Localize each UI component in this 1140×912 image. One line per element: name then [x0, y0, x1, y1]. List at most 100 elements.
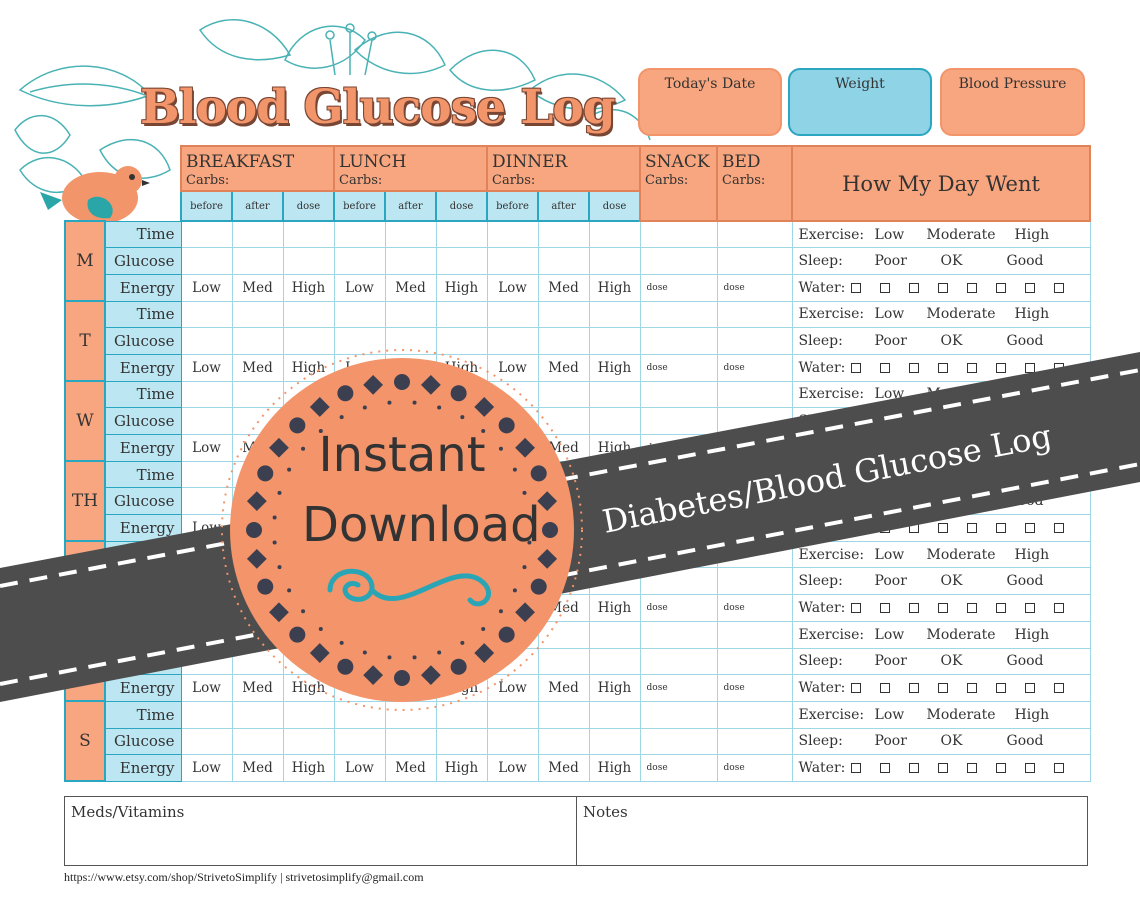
water-checkbox[interactable]	[996, 683, 1007, 694]
water-checkbox[interactable]	[909, 362, 920, 373]
sleep-option[interactable]: Good	[1006, 413, 1044, 430]
water-checkbox[interactable]	[1054, 442, 1065, 453]
entry-cell[interactable]	[716, 540, 793, 569]
water-checkbox[interactable]	[938, 442, 949, 453]
water-checkbox[interactable]	[996, 362, 1007, 373]
entry-cell[interactable]	[435, 700, 488, 729]
energy-option[interactable]: Low	[333, 353, 386, 382]
sleep-option[interactable]: OK	[940, 333, 963, 350]
exercise-options[interactable]: Exercise: Low Moderate High	[791, 700, 1091, 729]
entry-cell[interactable]	[588, 620, 641, 649]
entry-cell[interactable]	[231, 327, 284, 355]
entry-cell[interactable]	[716, 247, 793, 275]
energy-option[interactable]: Med	[231, 434, 284, 462]
water-checkbox[interactable]	[909, 522, 920, 533]
entry-cell[interactable]	[435, 220, 488, 249]
entry-cell[interactable]	[588, 327, 641, 355]
water-checkbox[interactable]	[996, 442, 1007, 453]
energy-option[interactable]: High	[435, 273, 488, 302]
entry-cell[interactable]	[180, 327, 233, 355]
water-checkbox[interactable]	[996, 282, 1007, 293]
entry-cell[interactable]	[282, 727, 335, 756]
entry-cell[interactable]	[333, 300, 386, 329]
entry-cell[interactable]	[588, 700, 641, 729]
energy-option[interactable]: High	[588, 754, 641, 782]
entry-cell[interactable]	[716, 620, 793, 649]
water-checkbox[interactable]	[1054, 602, 1065, 613]
exercise-option[interactable]: High	[1014, 466, 1050, 483]
sleep-options[interactable]: Sleep: Poor OK Good	[791, 727, 1091, 756]
sleep-option[interactable]: OK	[940, 253, 963, 270]
entry-cell[interactable]: dose	[716, 273, 793, 302]
water-checkbox[interactable]	[1025, 602, 1036, 613]
entry-cell[interactable]	[333, 567, 386, 596]
entry-cell[interactable]: dose	[716, 674, 793, 702]
energy-option[interactable]: Med	[384, 353, 437, 382]
entry-cell[interactable]	[384, 327, 437, 355]
entry-cell[interactable]	[333, 380, 386, 409]
energy-option[interactable]: Med	[231, 674, 284, 702]
entry-cell[interactable]	[537, 647, 590, 676]
exercise-option[interactable]: High	[1014, 226, 1050, 243]
entry-cell[interactable]	[537, 300, 590, 329]
entry-cell[interactable]	[180, 647, 233, 676]
energy-option[interactable]: Low	[486, 674, 539, 702]
entry-cell[interactable]	[282, 327, 335, 355]
entry-cell[interactable]	[435, 300, 488, 329]
entry-cell[interactable]	[537, 700, 590, 729]
entry-cell[interactable]	[716, 380, 793, 409]
sleep-option[interactable]: Poor	[874, 493, 907, 510]
water-checkbox[interactable]	[851, 763, 862, 774]
exercise-option[interactable]: Moderate	[926, 466, 996, 483]
water-checkbox[interactable]	[1025, 282, 1036, 293]
water-checkbox[interactable]	[851, 362, 862, 373]
water-tracker[interactable]: Water:	[791, 754, 1091, 782]
entry-cell[interactable]	[639, 300, 718, 329]
water-checkbox[interactable]	[1054, 522, 1065, 533]
water-checkbox[interactable]	[938, 683, 949, 694]
entry-cell[interactable]	[180, 247, 233, 275]
water-checkbox[interactable]	[967, 362, 978, 373]
entry-cell[interactable]	[333, 700, 386, 729]
entry-cell[interactable]	[588, 727, 641, 756]
entry-cell[interactable]	[537, 620, 590, 649]
exercise-option[interactable]: Moderate	[926, 546, 996, 563]
energy-option[interactable]: High	[282, 754, 335, 782]
energy-option[interactable]: High	[435, 754, 488, 782]
entry-cell[interactable]	[588, 220, 641, 249]
entry-cell[interactable]	[486, 327, 539, 355]
water-checkbox[interactable]	[967, 522, 978, 533]
water-tracker[interactable]: Water:	[791, 674, 1091, 702]
entry-cell[interactable]	[282, 380, 335, 409]
energy-option[interactable]: High	[588, 353, 641, 382]
water-checkbox[interactable]	[851, 602, 862, 613]
water-checkbox[interactable]	[967, 602, 978, 613]
entry-cell[interactable]	[231, 540, 284, 569]
entry-cell[interactable]	[282, 567, 335, 596]
water-checkbox[interactable]	[1054, 763, 1065, 774]
energy-option[interactable]: Med	[537, 273, 590, 302]
energy-option[interactable]: Low	[333, 594, 386, 622]
water-checkbox[interactable]	[1025, 522, 1036, 533]
entry-cell[interactable]	[180, 300, 233, 329]
entry-cell[interactable]: dose	[716, 594, 793, 622]
entry-cell[interactable]	[180, 380, 233, 409]
exercise-option[interactable]: Low	[874, 626, 905, 643]
exercise-option[interactable]: Moderate	[926, 706, 996, 723]
entry-cell[interactable]	[537, 567, 590, 596]
energy-option[interactable]: Low	[180, 514, 233, 542]
entry-cell[interactable]	[435, 647, 488, 676]
entry-cell[interactable]	[384, 247, 437, 275]
energy-option[interactable]: Med	[537, 434, 590, 462]
entry-cell[interactable]	[333, 247, 386, 275]
water-tracker[interactable]: Water:	[791, 353, 1091, 382]
entry-cell[interactable]	[333, 327, 386, 355]
entry-cell[interactable]	[384, 727, 437, 756]
sleep-option[interactable]: OK	[940, 733, 963, 750]
entry-cell[interactable]	[639, 727, 718, 756]
energy-option[interactable]: Med	[537, 353, 590, 382]
entry-cell[interactable]	[588, 460, 641, 489]
entry-cell[interactable]	[435, 247, 488, 275]
water-checkbox[interactable]	[1025, 362, 1036, 373]
entry-cell[interactable]	[435, 567, 488, 596]
